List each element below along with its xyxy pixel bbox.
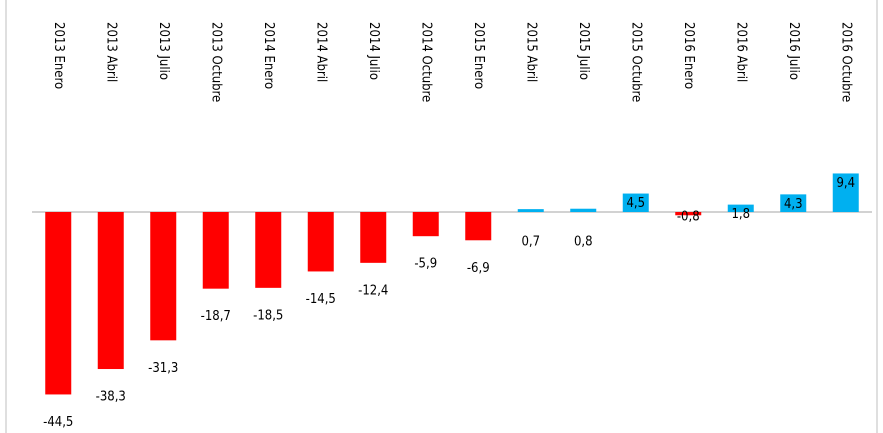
- bar: [360, 212, 387, 263]
- bar: [517, 209, 544, 212]
- value-label: -5,9: [414, 257, 437, 272]
- x-tick-label: 2013 Abril: [103, 22, 118, 82]
- x-tick-label: 2013 Octubre: [208, 22, 223, 102]
- x-tick-label: 2013 Julio: [156, 22, 171, 80]
- bar: [255, 212, 282, 288]
- x-tick-label: 2016 Octubre: [838, 22, 853, 102]
- x-tick-label: 2016 Enero: [681, 22, 696, 89]
- bar: [832, 173, 859, 212]
- bar: [97, 212, 124, 370]
- chart-frame: [5, 0, 878, 433]
- value-label: -18,5: [253, 308, 283, 323]
- value-label: -14,5: [306, 292, 336, 307]
- x-tick-label: 2016 Abril: [733, 22, 748, 82]
- x-tick-label: 2014 Octubre: [418, 22, 433, 102]
- bar: [727, 204, 754, 212]
- value-label: 4,5: [626, 196, 645, 211]
- bar: [465, 212, 492, 241]
- x-tick-label: 2015 Enero: [471, 22, 486, 89]
- bar: [622, 193, 649, 212]
- x-tick-label: 2015 Octubre: [628, 22, 643, 102]
- bar: [570, 208, 597, 212]
- value-label: 4,3: [784, 197, 803, 212]
- bar: [412, 212, 439, 237]
- x-tick-label: 2014 Julio: [366, 22, 381, 80]
- value-label: 1,8: [731, 207, 750, 222]
- value-label: -31,3: [148, 361, 178, 376]
- value-label: -6,9: [467, 261, 490, 276]
- value-label: 9,4: [836, 176, 855, 191]
- x-tick-label: 2013 Enero: [51, 22, 66, 89]
- bar: [202, 212, 229, 289]
- x-tick-label: 2016 Julio: [786, 22, 801, 80]
- value-label: -18,7: [201, 309, 231, 324]
- value-label: -12,4: [358, 283, 388, 298]
- value-label: -44,5: [43, 415, 73, 430]
- value-label: 0,8: [574, 235, 593, 250]
- bar: [150, 212, 177, 341]
- x-tick-label: 2014 Abril: [313, 22, 328, 82]
- bar: [780, 194, 807, 212]
- value-label: -38,3: [96, 390, 126, 405]
- bar: [307, 212, 334, 272]
- x-tick-label: 2015 Abril: [523, 22, 538, 82]
- x-tick-label: 2014 Enero: [261, 22, 276, 89]
- bar: [675, 212, 702, 216]
- value-label: 0,7: [521, 235, 540, 250]
- bar: [45, 212, 72, 395]
- value-label: -0,8: [677, 210, 700, 225]
- x-tick-label: 2015 Julio: [576, 22, 591, 80]
